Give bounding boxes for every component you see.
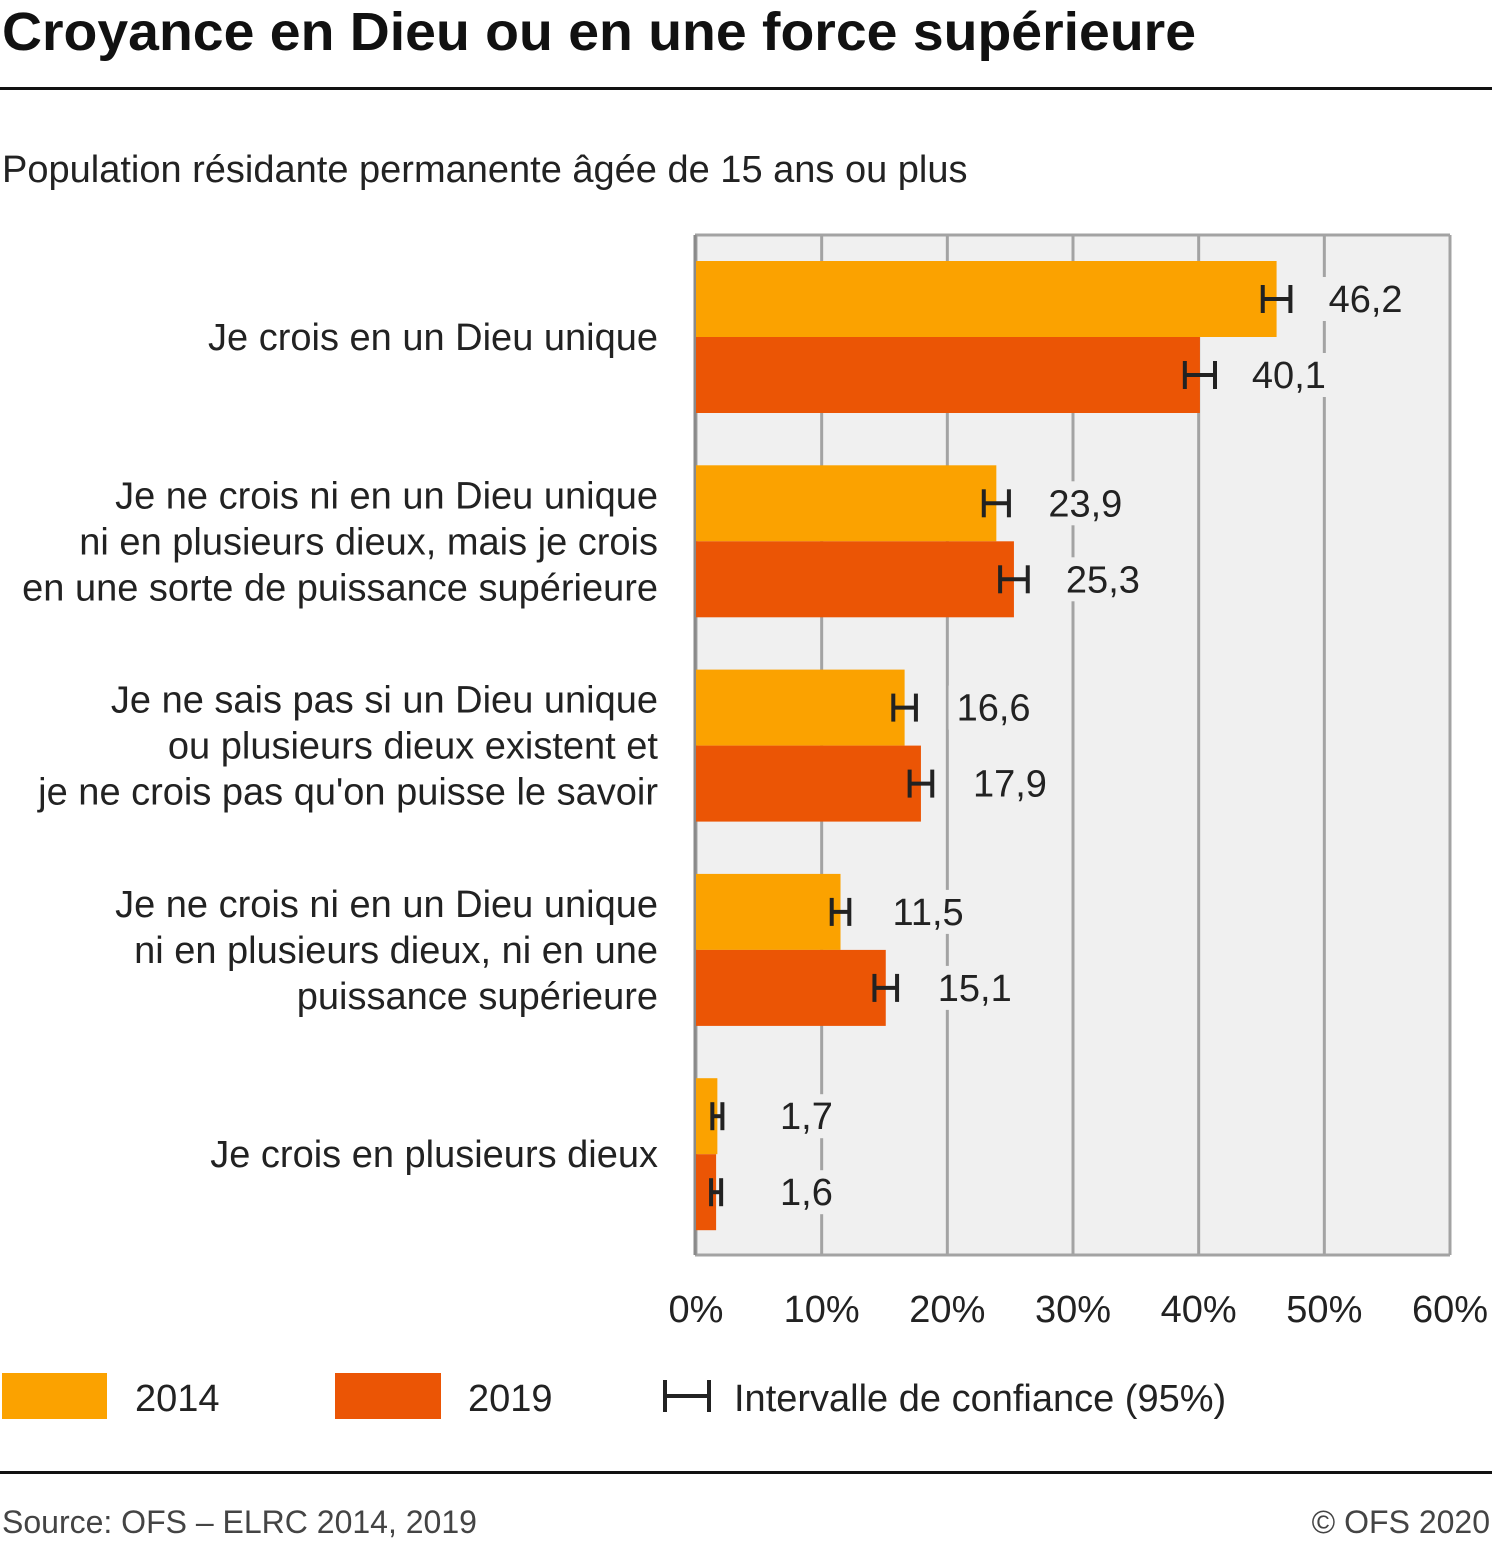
bar-2014 <box>696 873 841 950</box>
title-rule <box>0 87 1492 90</box>
category-label: Je ne crois ni en un Dieu unique <box>115 884 658 926</box>
legend-label-2014: 2014 <box>135 1378 220 1420</box>
x-tick-label: 60% <box>1412 1289 1488 1331</box>
legend: 2014 2019 Intervalle de confiance (95%) <box>2 1373 1226 1420</box>
value-label-background <box>964 761 1065 806</box>
plot-area: 0% 10% 20% 30% 40% 50% 60% Je crois en un Dieu … <box>22 233 1488 1331</box>
error-bar <box>1260 285 1293 313</box>
category-label: Je ne crois ni en un Dieu unique <box>115 475 658 517</box>
value-label-background <box>1057 557 1158 602</box>
chart-title: Croyance en Dieu ou en une force supérie… <box>2 2 1196 62</box>
value-label-background <box>1040 481 1141 526</box>
error-bar <box>981 489 1011 518</box>
value-label: 25,3 <box>1066 559 1140 601</box>
bar-2019 <box>696 337 1200 413</box>
error-bar <box>829 897 852 926</box>
value-label-background <box>1320 277 1421 321</box>
value-label: 23,9 <box>1048 483 1122 525</box>
x-tick-label: 50% <box>1286 1289 1362 1331</box>
bar-2019 <box>696 1154 717 1231</box>
source-text: Source: OFS – ELRC 2014, 2019 <box>2 1504 477 1540</box>
value-label: 1,6 <box>780 1172 833 1214</box>
value-label-background <box>948 685 1049 730</box>
category-label: je ne crois pas qu'on puisse le savoir <box>37 772 658 814</box>
category-label: ou plusieurs dieux existent et <box>168 726 659 768</box>
footer-rule <box>0 1471 1492 1474</box>
bar-2014 <box>696 1078 718 1155</box>
value-label-background <box>1243 353 1344 397</box>
x-tick-label: 30% <box>1035 1289 1111 1331</box>
error-bar <box>907 769 935 798</box>
x-tick-label: 20% <box>909 1289 985 1331</box>
bar-2019 <box>696 541 1014 618</box>
category-label: ni en plusieurs dieux, mais je crois <box>79 521 658 563</box>
error-bar <box>891 693 918 722</box>
x-tick-label: 0% <box>669 1289 724 1331</box>
error-bar <box>710 1102 725 1131</box>
value-label: 40,1 <box>1252 355 1326 397</box>
chart-subtitle: Population résidante permanente âgée de … <box>2 149 968 191</box>
category-label: ni en plusieurs dieux, ni en une <box>134 930 658 972</box>
bar-2014 <box>696 669 905 746</box>
confidence-interval-icon <box>663 1380 711 1412</box>
value-label-background <box>929 965 1030 1010</box>
error-bar <box>709 1178 724 1207</box>
x-tick-label: 40% <box>1161 1289 1237 1331</box>
category-label: puissance supérieure <box>297 976 658 1018</box>
legend-label-ci: Intervalle de confiance (95%) <box>734 1378 1226 1420</box>
legend-label-2019: 2019 <box>468 1378 553 1420</box>
copyright-text: © OFS 2020 <box>1312 1504 1490 1540</box>
error-bar <box>998 565 1030 594</box>
legend-swatch-2019 <box>335 1373 441 1419</box>
category-label: Je ne sais pas si un Dieu unique <box>111 680 658 722</box>
value-label: 16,6 <box>957 688 1031 730</box>
value-label-background <box>772 1094 851 1139</box>
error-bar <box>872 973 900 1002</box>
bar-2014 <box>696 261 1277 337</box>
bar-2019 <box>696 949 886 1026</box>
value-label: 17,9 <box>973 764 1047 806</box>
value-label-background <box>772 1170 851 1215</box>
error-bar <box>1182 361 1218 389</box>
value-label: 15,1 <box>938 968 1012 1010</box>
category-label: Je crois en un Dieu unique <box>208 317 658 359</box>
category-label: Je crois en plusieurs dieux <box>210 1134 658 1176</box>
value-label: 1,7 <box>780 1096 833 1138</box>
bar-2014 <box>696 465 997 542</box>
x-tick-label: 10% <box>784 1289 860 1331</box>
value-label: 11,5 <box>893 892 964 934</box>
legend-swatch-2014 <box>2 1373 107 1419</box>
value-label-background <box>884 889 985 934</box>
bar-2019 <box>696 745 921 822</box>
value-label: 46,2 <box>1329 279 1403 321</box>
category-label: en une sorte de puissance supérieure <box>22 567 658 609</box>
